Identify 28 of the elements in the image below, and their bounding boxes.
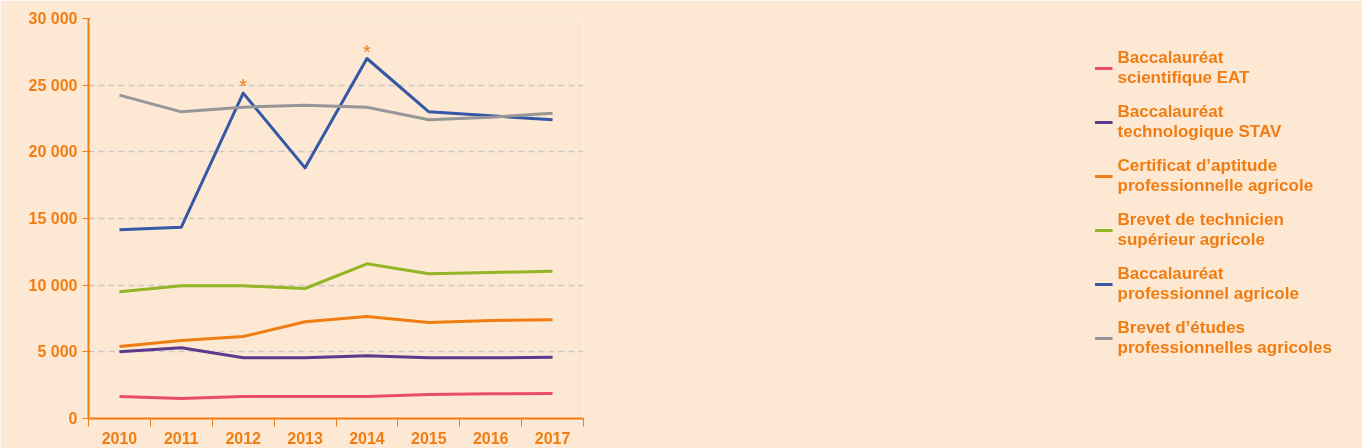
y-tick-label: 20 000: [28, 143, 78, 161]
y-tick-label: 0: [68, 410, 78, 427]
annotation: *: [363, 40, 372, 63]
x-tick-label: 2012: [225, 429, 262, 447]
y-tick-label: 25 000: [28, 76, 78, 94]
line-series: [117, 57, 555, 232]
legend-label: Brevet d’études professionnelles agricoles: [1117, 318, 1332, 358]
x-tick-label: 2010: [101, 429, 138, 447]
legend-label: Baccalauréat scientifique EAT: [1117, 48, 1250, 88]
x-tick-label: 2016: [472, 429, 509, 447]
line-series: [117, 93, 555, 122]
legend-label: Certificat d’aptitude professionnelle agricole: [1117, 156, 1314, 196]
x-tick-label: 2014: [349, 429, 385, 447]
y-tick-label: 10 000: [28, 276, 78, 294]
y-tick-label: 15 000: [28, 210, 78, 227]
x-tick-label: 2017: [534, 429, 571, 447]
x-tick-label: 2011: [163, 429, 199, 447]
legend-label: Baccalauréat technologique STAV: [1117, 102, 1282, 142]
annotation: *: [239, 75, 248, 98]
y-tick-label: 30 000: [28, 10, 78, 27]
legend-label: Brevet de technicien supérieur agricole: [1117, 210, 1284, 250]
legend-label: Baccalauréat professionnel agricole: [1117, 264, 1299, 304]
x-tick-label: 2013: [287, 429, 323, 447]
line-series: [117, 346, 555, 360]
y-tick-label: 5 000: [37, 343, 78, 361]
x-tick-label: 2015: [411, 429, 447, 447]
line-series: [117, 262, 555, 294]
line-series: [117, 315, 555, 348]
